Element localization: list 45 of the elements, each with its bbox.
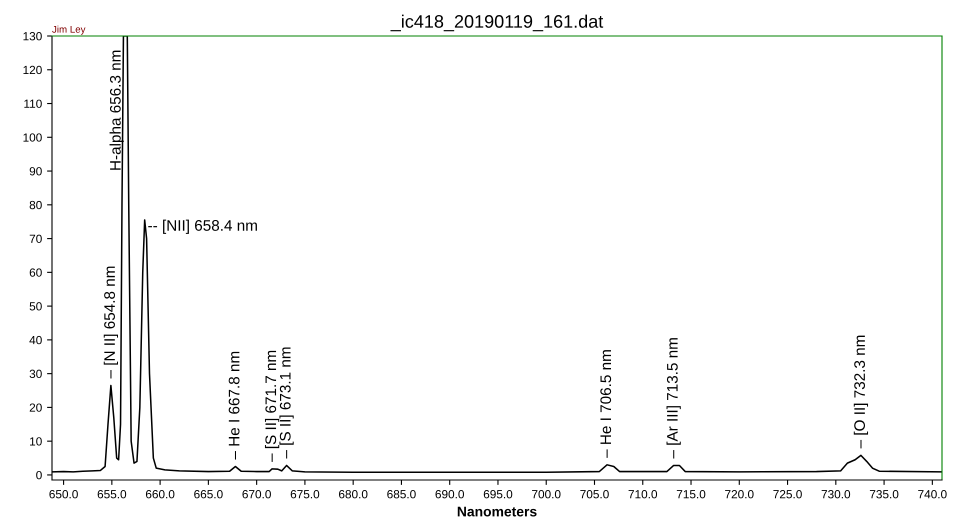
annotation: – He I 706.5 nm [600, 350, 612, 458]
x-tick-label: 710.0 [628, 490, 658, 498]
y-tick-label: 20 [30, 403, 42, 412]
annotation: -- [NII] 658.4 nm [148, 220, 257, 234]
x-tick-label: 715.0 [676, 490, 706, 498]
y-tick-label: 10 [30, 437, 42, 446]
chart-title: _ic418_20190119_161.dat [390, 14, 604, 32]
x-tick-label: 735.0 [870, 490, 898, 498]
x-tick-label: 705.0 [580, 490, 609, 498]
x-tick-label: 670.0 [242, 490, 271, 498]
y-tick-label: 120 [23, 66, 42, 74]
annotation: – [Ar III] 713.5 nm [666, 338, 681, 459]
x-tick-label: 725.0 [773, 490, 802, 498]
x-tick-label: 740.0 [918, 490, 947, 498]
x-tick-label: 655.0 [98, 490, 126, 498]
annotation: H-alpha 656.3 nm [110, 50, 124, 170]
x-tick-label: 685.0 [387, 490, 416, 498]
x-tick-label: 730.0 [822, 490, 850, 498]
y-tick-label: 80 [30, 200, 42, 210]
annotation: – [S II] 673.1 nm [279, 347, 294, 459]
annotation: – [N II] 654.8 nm [104, 266, 118, 379]
y-tick-label: 100 [23, 133, 42, 142]
y-tick-label: 60 [30, 268, 42, 277]
x-tick-label: 660.0 [146, 490, 174, 498]
x-tick-label: 720.0 [725, 490, 754, 498]
x-tick-label: 665.0 [194, 490, 223, 498]
x-tick-label: 690.0 [436, 490, 464, 498]
x-tick-label: 700.0 [532, 490, 561, 498]
y-tick-label: 90 [30, 167, 42, 176]
text: Jim Ley [52, 26, 86, 35]
x-tick-label: 695.0 [484, 490, 512, 498]
annotation: – [O II] 732.3 nm [854, 336, 868, 448]
x-tick-label: 675.0 [290, 490, 320, 498]
y-tick-label: 0 [36, 470, 42, 480]
annotation: – [S II] 671.7 nm [264, 350, 280, 462]
x-tick-label: 680.0 [339, 490, 368, 498]
y-tick-label: 30 [30, 370, 42, 378]
y-tick-label: 130 [23, 32, 42, 40]
x-axis-title: Nanometers [458, 506, 537, 516]
y-tick-label: 110 [24, 100, 42, 108]
annotation: – He I 667.8 nm [228, 352, 240, 460]
x-tick-label: 650.0 [49, 490, 78, 498]
y-tick-label: 40 [29, 336, 42, 344]
y-tick-label: 70 [30, 234, 42, 243]
y-tick-label: 50 [30, 302, 42, 311]
